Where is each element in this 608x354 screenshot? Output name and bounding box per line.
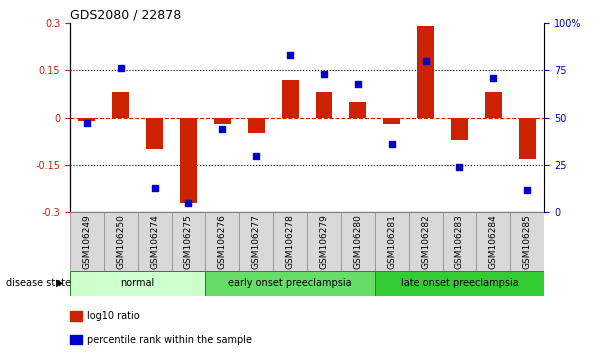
Text: disease state: disease state: [6, 278, 71, 288]
Point: [353, 81, 363, 86]
Text: ▶: ▶: [57, 278, 64, 288]
Bar: [443, 212, 477, 271]
Text: GSM106249: GSM106249: [82, 214, 91, 269]
Bar: [171, 212, 206, 271]
Text: GDS2080 / 22878: GDS2080 / 22878: [70, 9, 181, 22]
Text: GSM106284: GSM106284: [489, 214, 498, 269]
Bar: [341, 212, 375, 271]
Point: [150, 185, 159, 190]
Bar: [375, 212, 409, 271]
Bar: [137, 212, 171, 271]
Text: early onset preeclampsia: early onset preeclampsia: [228, 278, 352, 288]
Text: GSM106281: GSM106281: [387, 214, 396, 269]
Bar: [206, 212, 240, 271]
Point: [522, 187, 532, 193]
Bar: [519, 118, 536, 159]
Point: [251, 153, 261, 159]
Bar: [78, 118, 95, 121]
Text: log10 ratio: log10 ratio: [86, 311, 139, 321]
Bar: [70, 212, 104, 271]
Text: GSM106276: GSM106276: [218, 214, 227, 269]
Bar: [206, 271, 375, 296]
Text: GSM106277: GSM106277: [252, 214, 261, 269]
Text: GSM106282: GSM106282: [421, 214, 430, 269]
Bar: [417, 26, 434, 118]
Text: GSM106280: GSM106280: [353, 214, 362, 269]
Bar: [350, 102, 366, 118]
Bar: [70, 335, 81, 344]
Text: GSM106275: GSM106275: [184, 214, 193, 269]
Point: [285, 52, 295, 58]
Bar: [409, 212, 443, 271]
Text: normal: normal: [120, 278, 155, 288]
Point: [488, 75, 498, 81]
Point: [319, 71, 329, 77]
Bar: [485, 92, 502, 118]
Text: GSM106278: GSM106278: [286, 214, 295, 269]
Bar: [383, 118, 400, 124]
Bar: [104, 212, 137, 271]
Bar: [477, 212, 510, 271]
Text: GSM106274: GSM106274: [150, 214, 159, 269]
Text: GSM106250: GSM106250: [116, 214, 125, 269]
Bar: [316, 92, 333, 118]
Point: [116, 65, 126, 71]
Bar: [146, 118, 163, 149]
Bar: [273, 212, 307, 271]
Bar: [112, 92, 129, 118]
Bar: [214, 118, 231, 124]
Bar: [240, 212, 273, 271]
Bar: [307, 212, 341, 271]
Text: percentile rank within the sample: percentile rank within the sample: [86, 335, 252, 345]
Text: GSM106279: GSM106279: [319, 214, 328, 269]
Point: [387, 141, 396, 147]
Bar: [248, 118, 264, 133]
Text: late onset preeclampsia: late onset preeclampsia: [401, 278, 519, 288]
Bar: [180, 118, 197, 203]
Bar: [70, 312, 81, 321]
Bar: [510, 212, 544, 271]
Bar: [451, 118, 468, 140]
Text: GSM106285: GSM106285: [523, 214, 532, 269]
Bar: [375, 271, 544, 296]
Bar: [282, 80, 299, 118]
Point: [421, 58, 430, 64]
Point: [82, 121, 92, 126]
Point: [184, 200, 193, 206]
Text: GSM106283: GSM106283: [455, 214, 464, 269]
Bar: [70, 271, 206, 296]
Point: [455, 164, 465, 170]
Point: [218, 126, 227, 132]
